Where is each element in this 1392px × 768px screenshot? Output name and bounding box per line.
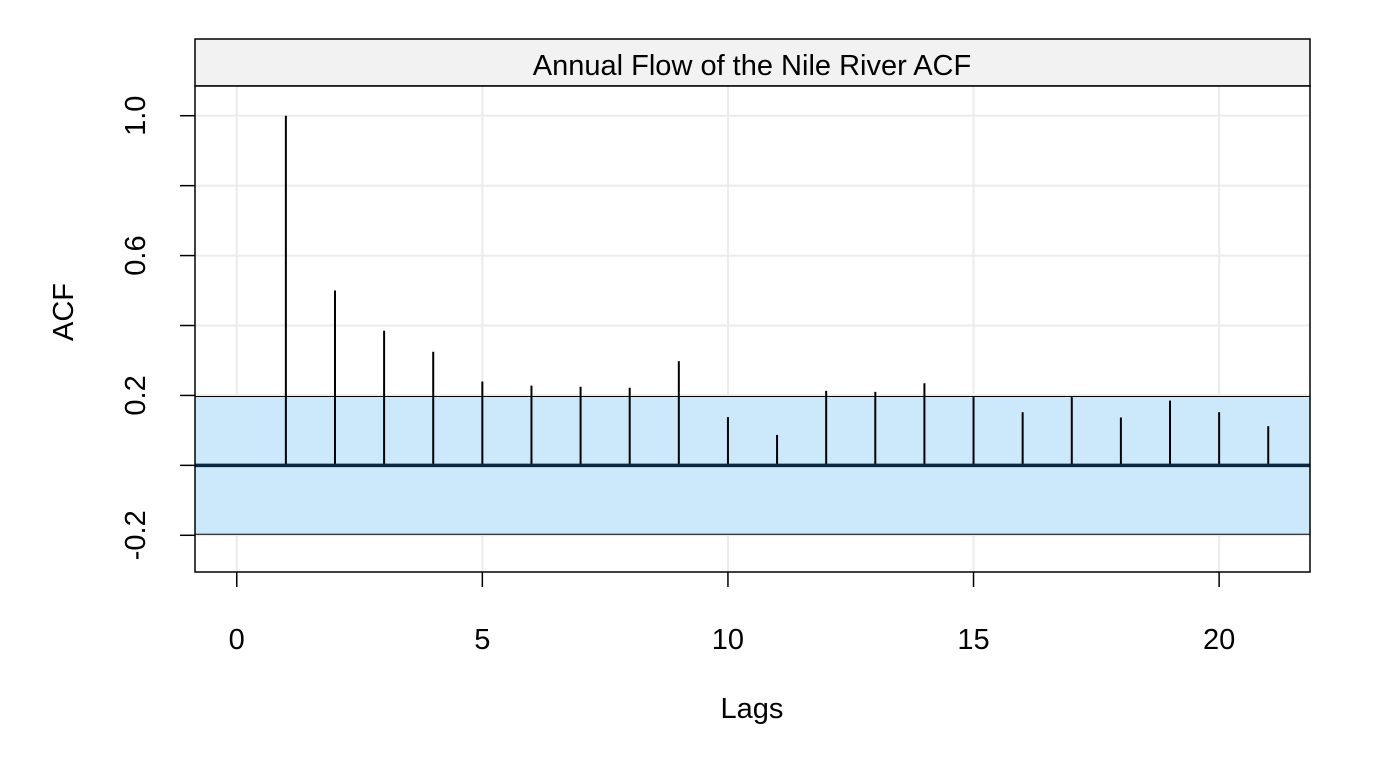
acf-bars	[284, 115, 1270, 466]
y-tick-label-2: 0.6	[120, 235, 152, 275]
title-strip	[194, 38, 1311, 87]
y-axis: -0.2 0.2 0.6 1.0	[120, 96, 195, 560]
x-axis: 0 5 10 15 20	[229, 572, 1235, 656]
x-tick-label-4: 20	[1203, 624, 1235, 656]
x-tick-label-3: 15	[957, 624, 989, 656]
plot-border	[194, 85, 1311, 573]
x-tick-label-0: 0	[229, 624, 245, 656]
y-tick-label-0: -0.2	[120, 510, 152, 560]
x-tick-label-2: 10	[712, 624, 744, 656]
y-tick-label-3: 1.0	[120, 96, 152, 136]
chart-title: Annual Flow of the Nile River ACF	[533, 50, 971, 82]
y-tick-label-1: 0.2	[120, 375, 152, 415]
x-tick-label-1: 5	[474, 624, 490, 656]
y-axis-label: ACF	[48, 283, 80, 341]
x-axis-label: Lags	[721, 693, 784, 725]
